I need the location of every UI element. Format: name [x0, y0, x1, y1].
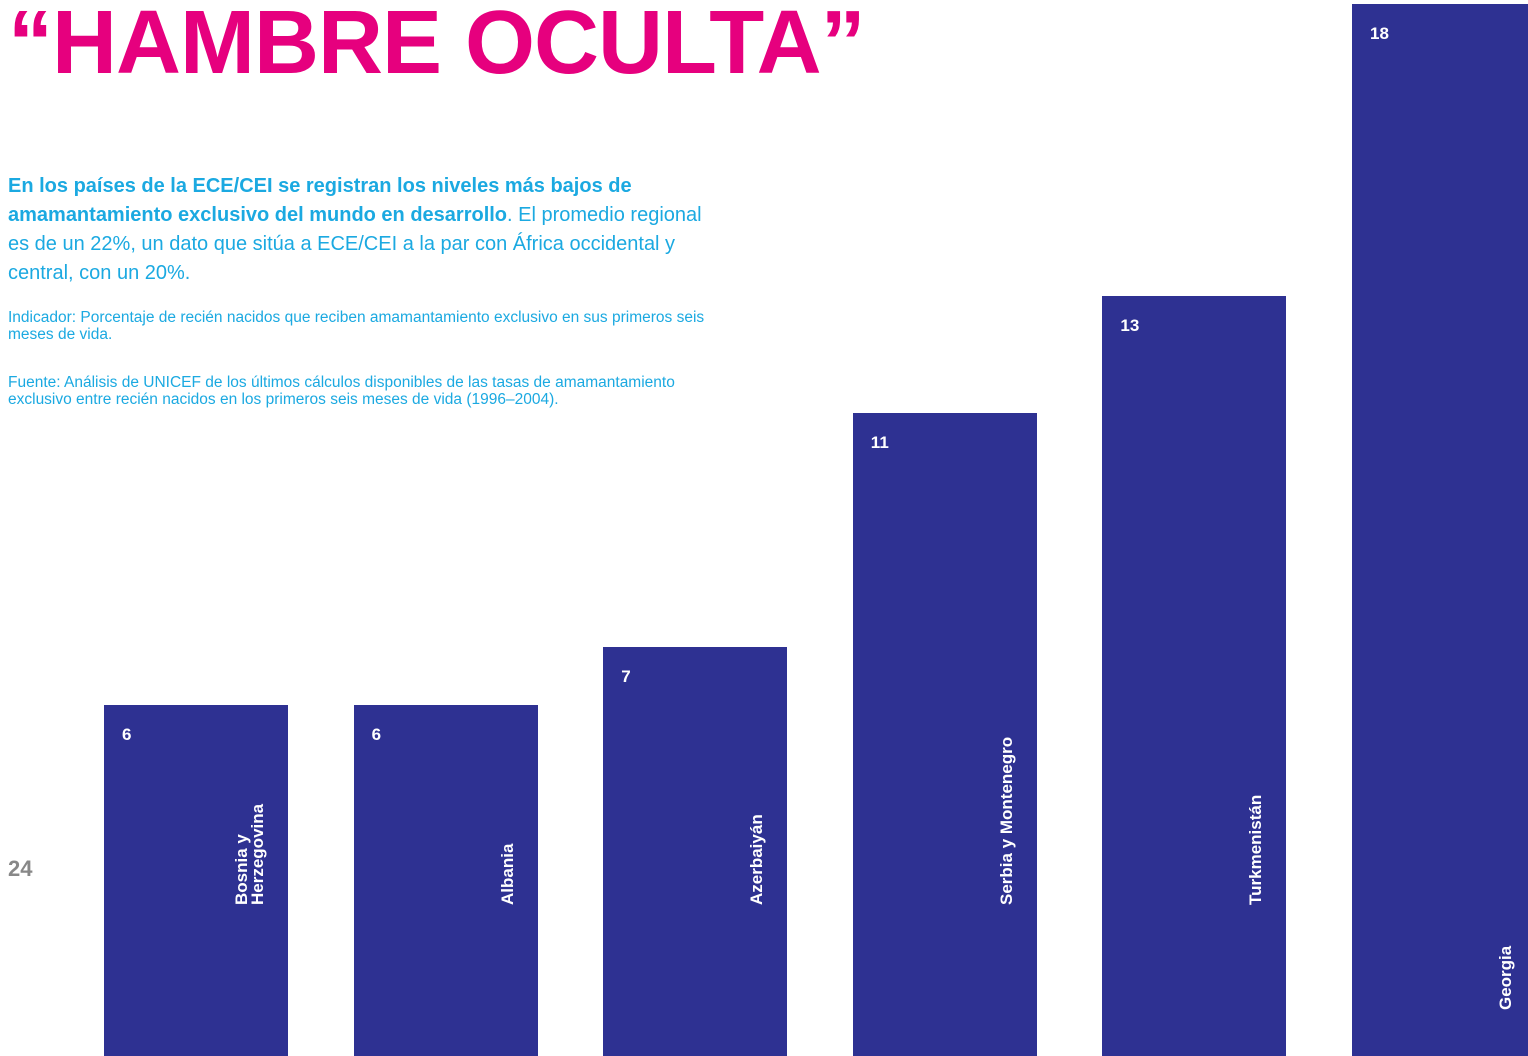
bar — [1352, 4, 1528, 1056]
bar — [603, 646, 788, 1056]
x-tick-label: Turkmenistán — [1246, 794, 1266, 905]
value-label: 6 — [371, 725, 382, 745]
bar — [104, 705, 288, 1056]
page-number: 24 — [8, 856, 33, 881]
subtitle: En los países de la ECE/CEI se registran… — [8, 172, 728, 288]
value-label: 11 — [870, 433, 889, 453]
value-label: 6 — [122, 725, 132, 745]
bar — [353, 705, 538, 1056]
x-tick-label: Albania — [497, 843, 517, 905]
source-note: Fuente: Análisis de UNICEF de los último… — [8, 374, 675, 408]
x-tick-label: Azerbaiyán — [747, 814, 767, 905]
bar — [1102, 296, 1287, 1056]
subtitle-text: . El promedio regional es de un 22%, un … — [8, 204, 702, 284]
chart-title: “HAMBRE OCULTA” — [8, 0, 866, 93]
value-label: 7 — [621, 666, 631, 686]
value-label: 18 — [1370, 24, 1389, 43]
x-tick-label: Georgia — [1496, 945, 1515, 1010]
x-tick-label: Bosnia y Herzegovina — [232, 803, 267, 905]
value-label: 13 — [1120, 316, 1140, 336]
bar — [852, 413, 1037, 1056]
x-tick-label: Serbia y Montenegro — [996, 736, 1016, 905]
indicator-note: Indicador: Porcentaje de recién nacidos … — [8, 309, 705, 343]
subtitle-bold: En los países de la ECE/CEI se registran… — [8, 175, 632, 226]
